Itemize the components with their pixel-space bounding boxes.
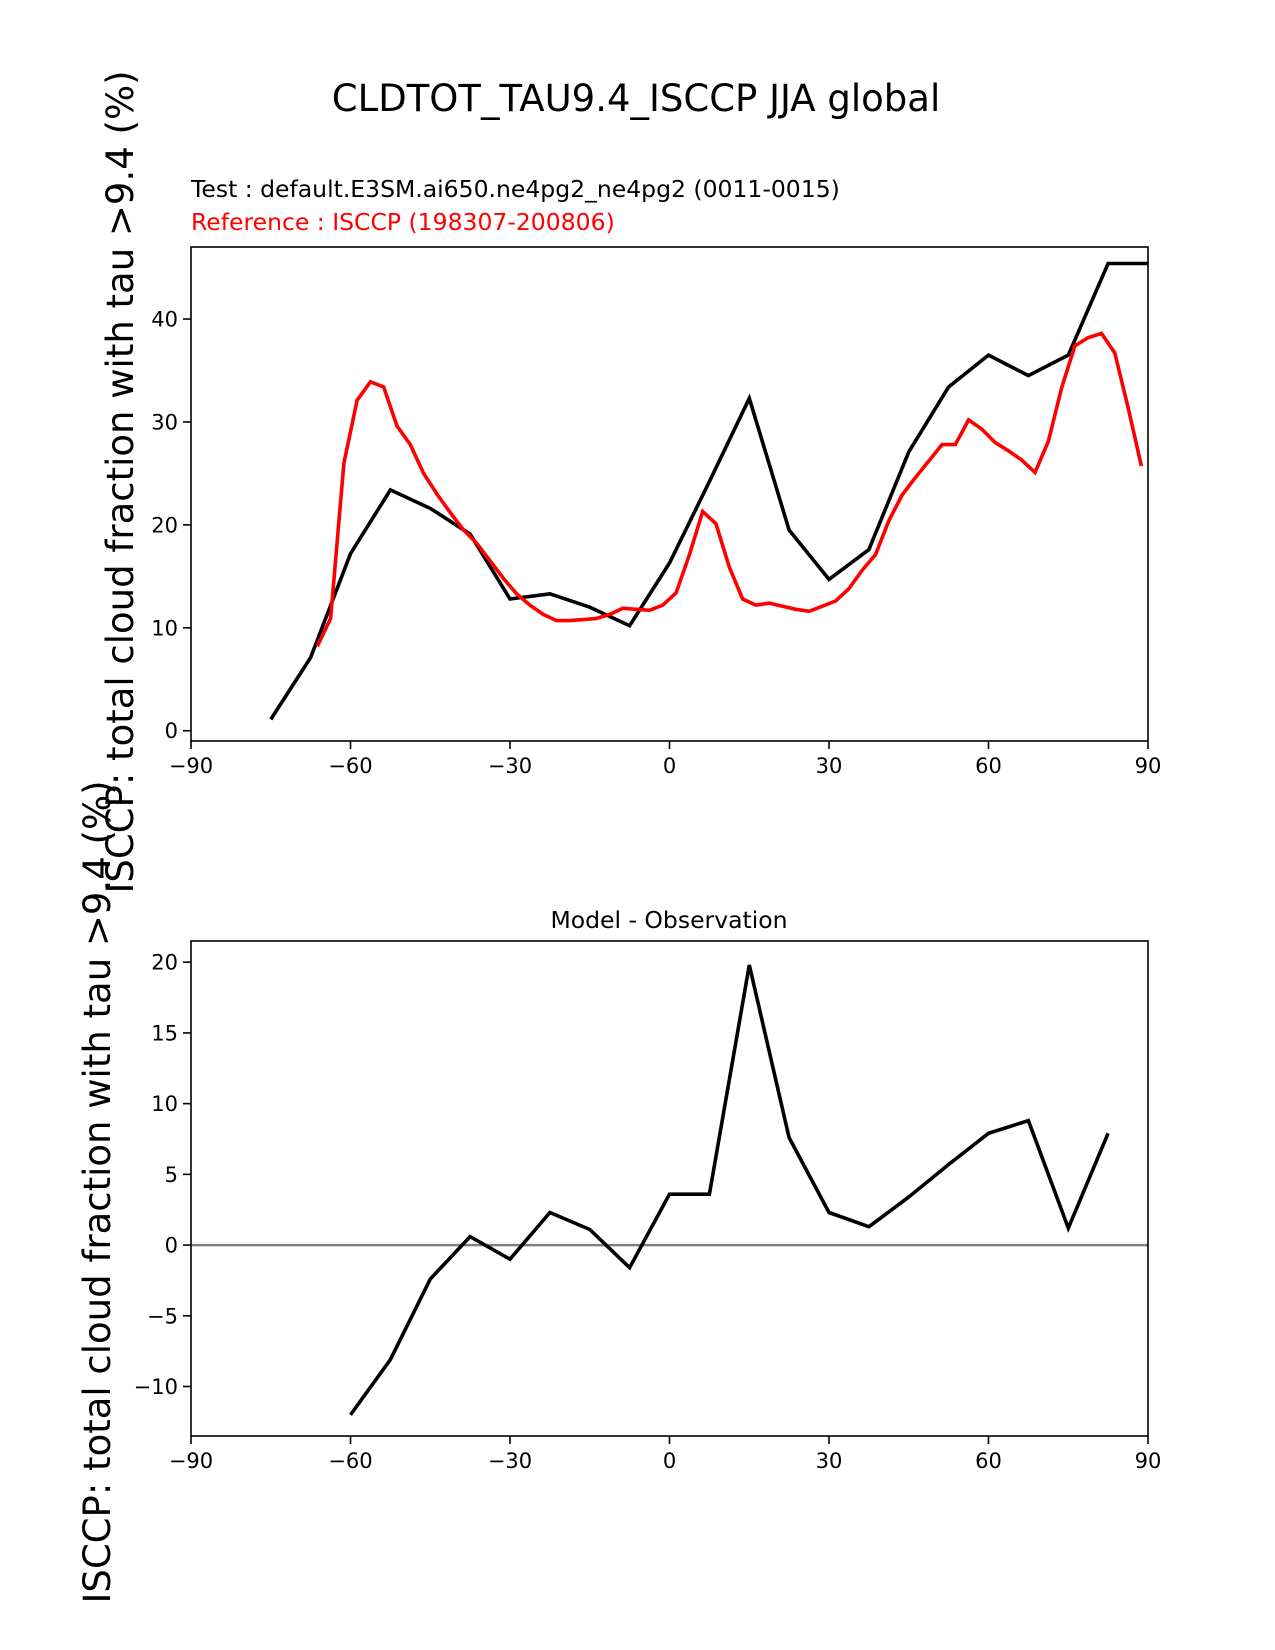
bottom-y-axis-label: ISCCP: total cloud fraction with tau >9.… — [76, 780, 119, 1603]
bottom-x-tick-label: 30 — [816, 1449, 843, 1473]
reference-label: Reference : ISCCP (198307-200806) — [191, 208, 615, 236]
top-y-tick-label: 30 — [151, 410, 178, 434]
bottom-x-tick-label: −30 — [488, 1449, 532, 1473]
figure-title: CLDTOT_TAU9.4_ISCCP JJA global — [332, 77, 940, 120]
top-y-axis-label: ISCCP: total cloud fraction with tau >9.… — [99, 70, 142, 893]
top-frame — [190, 246, 1149, 742]
bottom-x-tick-label: 0 — [663, 1449, 676, 1473]
top-panel: −90 −60 −30 0 30 60 90 0 10 20 30 40 — [151, 246, 1162, 778]
top-x-tick-label: −30 — [488, 754, 532, 778]
bottom-x-tick-label: 60 — [975, 1449, 1002, 1473]
top-y-tick-label: 20 — [151, 513, 178, 537]
top-y-tick-label: 10 — [151, 616, 178, 640]
bottom-x-tick-label: −90 — [169, 1449, 213, 1473]
bottom-y-tick-label: 5 — [165, 1163, 178, 1187]
top-x-tick-label: 90 — [1135, 754, 1162, 778]
bottom-y-tick-label: 20 — [151, 951, 178, 975]
bottom-y-tick-label: −10 — [134, 1375, 178, 1399]
diff-title: Model - Observation — [550, 906, 787, 934]
top-y-tick-label: 40 — [151, 308, 178, 332]
top-x-tick-label: 0 — [663, 754, 676, 778]
top-y-tick-label: 0 — [165, 719, 178, 743]
top-x-tick-label: 60 — [975, 754, 1002, 778]
bottom-frame — [190, 940, 1149, 1437]
bottom-panel: −90 −60 −30 0 30 60 90 −10 −5 0 5 10 15 20 — [134, 940, 1162, 1473]
bottom-x-tick-label: −60 — [328, 1449, 372, 1473]
bottom-y-tick-label: 10 — [151, 1092, 178, 1116]
top-x-tick-label: 30 — [816, 754, 843, 778]
top-series-1-line — [315, 331, 1144, 648]
bottom-y-tick-label: 0 — [165, 1234, 178, 1258]
bottom-y-tick-label: 15 — [151, 1021, 178, 1045]
top-x-tick-label: −60 — [328, 754, 372, 778]
top-series-0-line — [269, 261, 1148, 721]
bottom-series-0-line — [349, 964, 1110, 1416]
top-x-tick-label: −90 — [169, 754, 213, 778]
bottom-y-tick-label: −5 — [147, 1304, 178, 1328]
bottom-x-tick-label: 90 — [1135, 1449, 1162, 1473]
test-label: Test : default.E3SM.ai650.ne4pg2_ne4pg2 … — [190, 175, 840, 203]
